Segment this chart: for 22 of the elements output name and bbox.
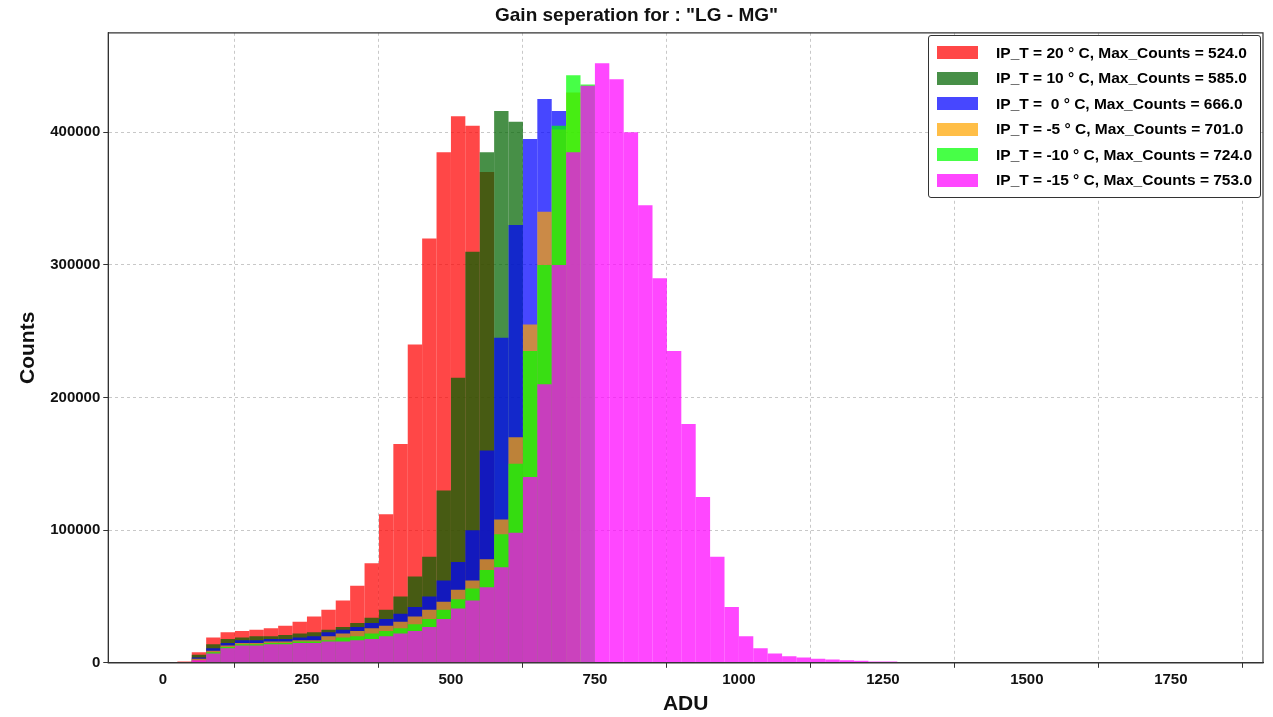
x-tick-label: 0 (158, 669, 168, 687)
legend-label: IP_T = -10 ° C, Max_Counts = 724.0 (996, 145, 1253, 164)
legend-label: IP_T = 10 ° C, Max_Counts = 585.0 (996, 69, 1247, 88)
y-tick-label: 200000 (50, 387, 101, 405)
legend-label: IP_T = -15 ° C, Max_Counts = 753.0 (996, 171, 1253, 190)
chart-title: Gain seperation for : "LG - MG" (495, 3, 778, 25)
legend-label: IP_T = 0 ° C, Max_Counts = 666.0 (996, 94, 1243, 113)
x-tick-label: 500 (438, 669, 464, 687)
y-tick-label: 300000 (50, 255, 101, 273)
x-tick-label: 250 (294, 669, 320, 687)
x-tick-label: 1250 (866, 669, 900, 687)
x-tick-label: 750 (582, 669, 608, 687)
y-tick-label: 100000 (50, 520, 101, 538)
x-axis-title: ADU (662, 691, 709, 715)
x-tick-label: 1750 (1154, 669, 1188, 687)
y-tick-label: 400000 (50, 122, 101, 140)
legend-label: IP_T = 20 ° C, Max_Counts = 524.0 (996, 43, 1247, 62)
y-axis-title: Counts (15, 311, 39, 384)
x-tick-label: 1000 (722, 669, 756, 687)
x-tick-label: 1500 (1010, 669, 1044, 687)
y-tick-label: 0 (91, 652, 101, 670)
legend-label: IP_T = -5 ° C, Max_Counts = 701.0 (996, 120, 1244, 139)
